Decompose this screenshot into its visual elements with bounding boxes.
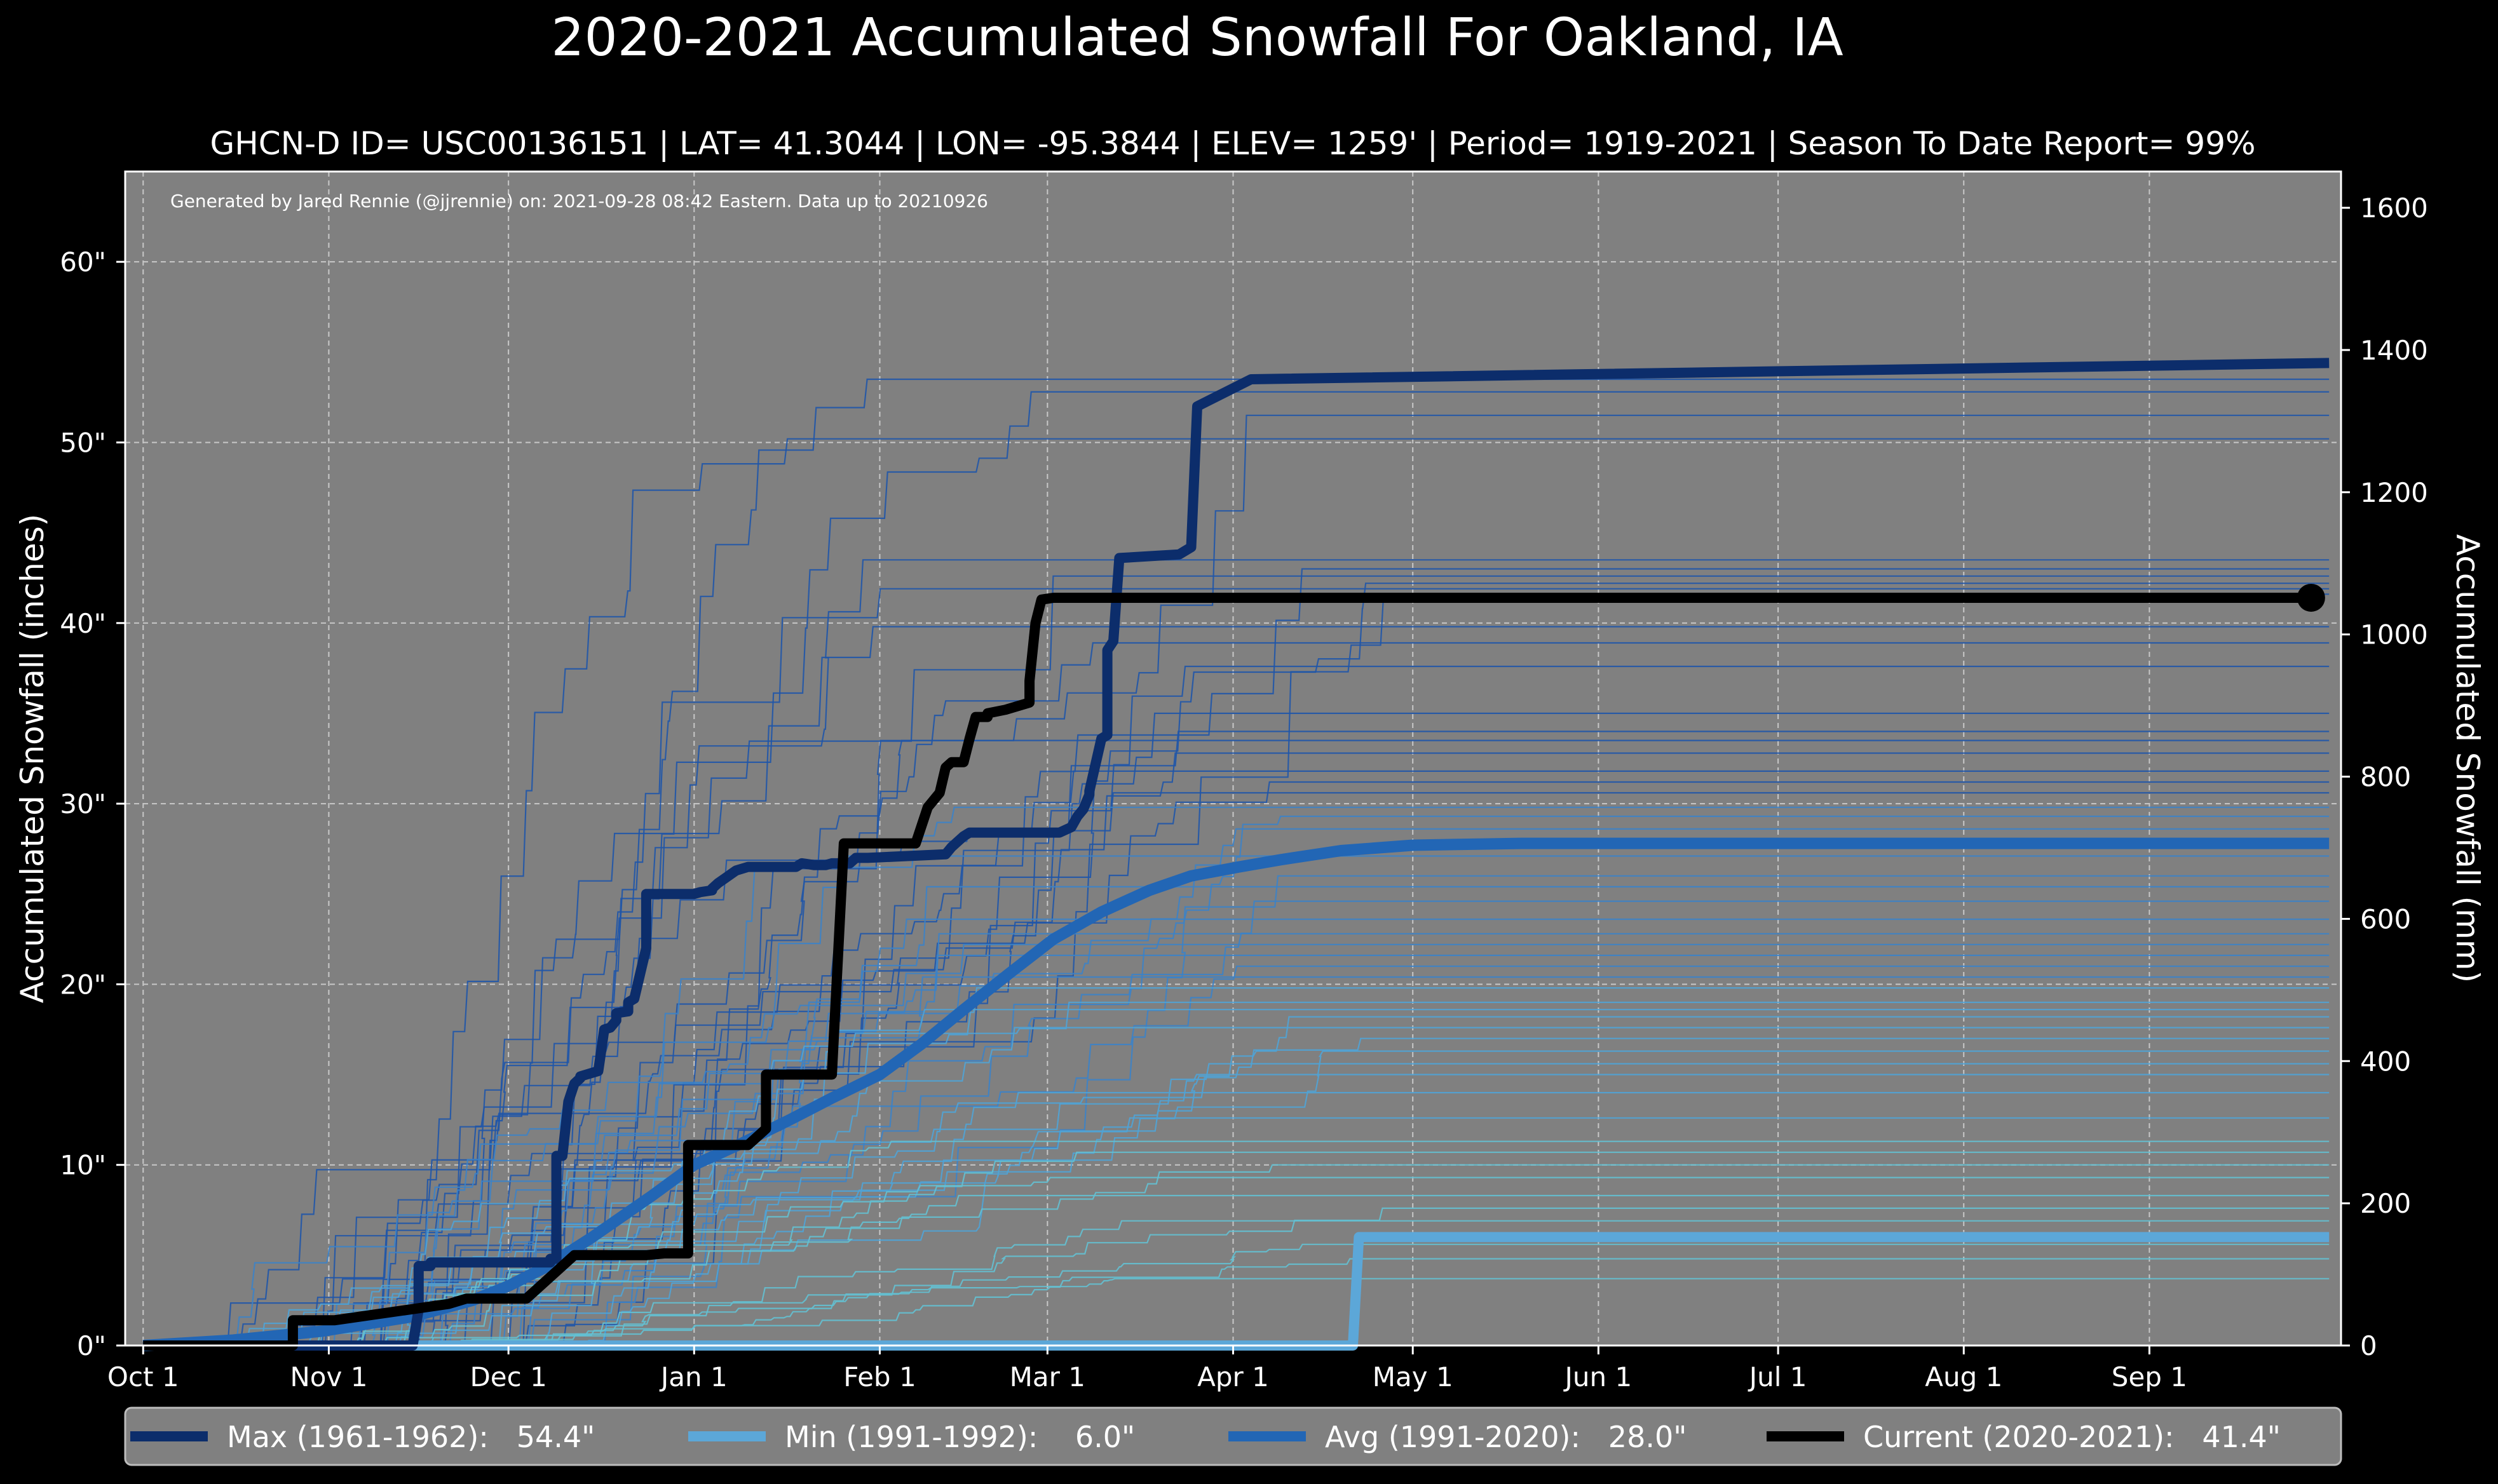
historical-season-line [143, 1074, 2330, 1347]
y-axis-label-right: Accumulated Snowfall (mm) [2449, 534, 2486, 983]
chart-subtitle: GHCN-D ID= USC00136151 | LAT= 41.3044 | … [210, 125, 2255, 162]
y-tick-label: 50" [60, 427, 106, 458]
y-right-tick-label: 1000 [2360, 619, 2428, 651]
legend: Max (1961-1962): 54.4" Min (1991-1992): 6… [124, 1406, 2342, 1466]
y-tick-label: 20" [60, 969, 106, 1000]
historical-season-line [143, 568, 2330, 1347]
historical-season-line [143, 626, 2330, 1347]
x-tick-label: Apr 1 [1197, 1361, 1269, 1393]
historical-season-line [143, 815, 2330, 1347]
historical-season-line [143, 1091, 2330, 1347]
historical-season-line [143, 583, 2330, 1347]
historical-season-line [143, 712, 2330, 1347]
x-tick-label: Aug 1 [1925, 1361, 2002, 1393]
x-tick-label: Mar 1 [1010, 1361, 1085, 1393]
legend-label-min: Min (1991-1992): 6.0" [785, 1420, 1135, 1454]
historical-season-line [143, 918, 2330, 1347]
historical-season-line [143, 752, 2330, 1347]
y-tick-label: 10" [60, 1150, 106, 1181]
historical-season-line [143, 781, 2330, 1347]
historical-season-line [143, 391, 2330, 1347]
historical-season-line [143, 1207, 2330, 1347]
x-tick-label: Nov 1 [290, 1361, 367, 1393]
y-right-tick-label: 600 [2360, 903, 2411, 934]
series-line-current [143, 593, 2311, 1351]
historical-season-line [143, 1258, 2330, 1347]
x-tick-label: Feb 1 [843, 1361, 916, 1393]
x-tick-label: Jul 1 [1748, 1361, 1807, 1393]
y-right-tick-label: 1600 [2360, 192, 2428, 224]
historical-season-line [143, 987, 2330, 1347]
grid-lines [125, 172, 2341, 1346]
historical-season-line [143, 828, 2330, 1347]
historical-season-line [143, 739, 2330, 1347]
legend-label-current: Current (2020-2021): 41.4" [1863, 1420, 2281, 1454]
x-tick-label: Jan 1 [659, 1361, 728, 1393]
x-tick-label: Dec 1 [470, 1361, 546, 1393]
historical-season-line [143, 665, 2330, 1347]
y-right-tick-label: 400 [2360, 1046, 2411, 1077]
historical-season-line [143, 1278, 2330, 1347]
y-right-tick-label: 0 [2360, 1330, 2377, 1361]
axes: Oct 1 Nov 1 Dec 1 Jan 1 Feb 1 Mar 1 Apr 1 May 1… [60, 192, 2428, 1393]
historical-season-line [143, 933, 2330, 1347]
historical-season-line [143, 575, 2330, 1347]
y-right-tick-label: 1200 [2360, 477, 2428, 508]
x-tick-label: May 1 [1373, 1361, 1453, 1393]
series-line-max [143, 358, 2330, 1351]
generated-by-annotation: Generated by Jared Rennie (@jjrennie) on… [170, 191, 988, 212]
historical-season-line [143, 1220, 2330, 1347]
y-tick-label: 30" [60, 788, 106, 820]
legend-label-max: Max (1961-1962): 54.4" [227, 1420, 595, 1454]
chart-title: 2020-2021 Accumulated Snowfall For Oakla… [551, 8, 1843, 68]
y-tick-label: 0" [77, 1330, 106, 1361]
historical-season-line [143, 1050, 2330, 1347]
y-tick-label: 40" [60, 608, 106, 639]
legend-label-avg: Avg (1991-2020): 28.0" [1325, 1420, 1687, 1454]
historical-season-line [143, 875, 2330, 1347]
current-endpoint-marker [2297, 583, 2325, 612]
x-tick-label: Oct 1 [107, 1361, 179, 1393]
y-right-tick-label: 200 [2360, 1188, 2411, 1219]
x-tick-label: Sep 1 [2112, 1361, 2187, 1393]
x-tick-label: Jun 1 [1563, 1361, 1633, 1393]
y-right-tick-label: 1400 [2360, 335, 2428, 366]
historical-season-line [143, 855, 2330, 1347]
y-axis-label-left: Accumulated Snowfall (inches) [14, 514, 51, 1003]
y-tick-label: 60" [60, 246, 106, 278]
y-right-tick-label: 800 [2360, 762, 2411, 793]
